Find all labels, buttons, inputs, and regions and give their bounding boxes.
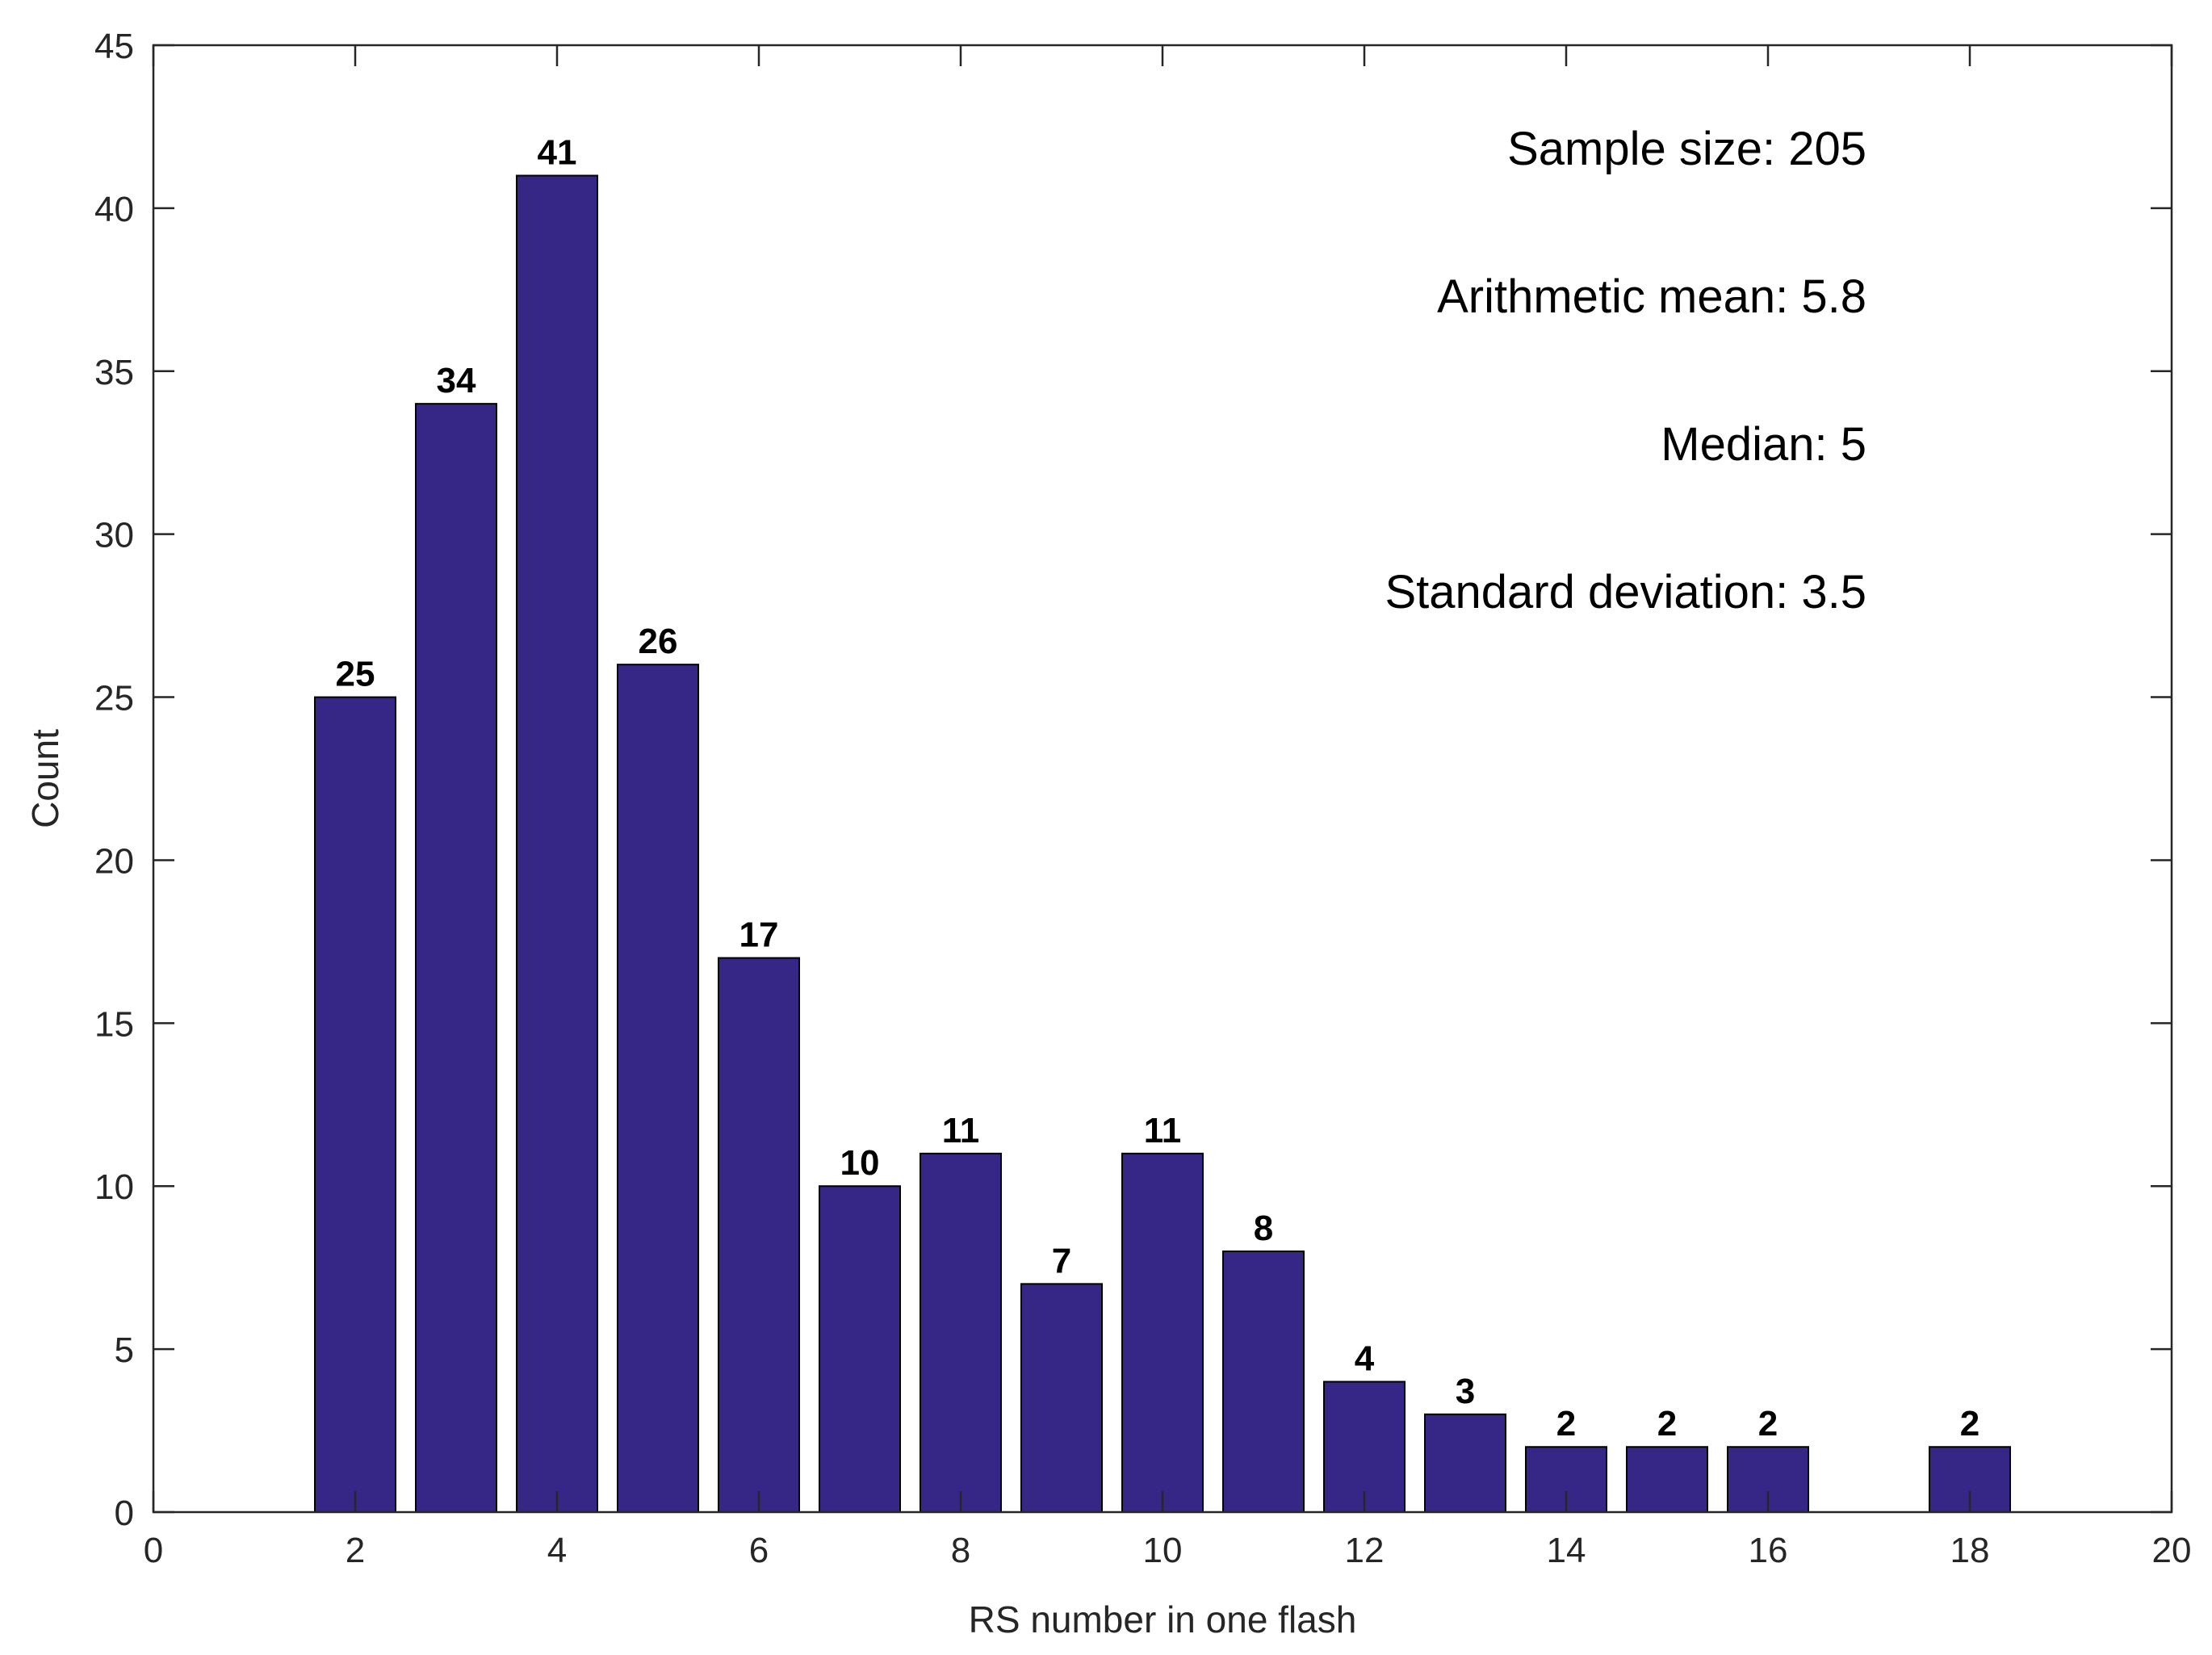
data-label-x12: 4 [1355, 1339, 1375, 1378]
x-tick-label: 12 [1345, 1531, 1385, 1570]
bar-x5 [617, 664, 699, 1514]
ticks-layer: 0 2 4 6 8 10 12 14 16 18 20 0 5 10 15 20 25 30 35 40 45 [94, 27, 2191, 1570]
data-label-x18: 2 [1960, 1404, 1979, 1443]
stat-annotation-4: Standard deviation: 3.5 [1385, 566, 1866, 618]
bar-x11 [1222, 1250, 1305, 1513]
data-label-x5: 26 [639, 622, 678, 661]
x-tick-label: 6 [749, 1531, 769, 1570]
y-tick-label: 20 [94, 841, 134, 881]
data-label-x7: 10 [840, 1143, 880, 1183]
data-label-x8: 11 [942, 1111, 980, 1150]
y-tick-label: 40 [94, 190, 134, 229]
bar-x12 [1323, 1381, 1406, 1513]
y-tick-label: 15 [94, 1004, 134, 1044]
x-tick-label: 18 [1950, 1531, 1990, 1570]
data-label-x11: 8 [1254, 1209, 1273, 1248]
bar-x13 [1424, 1413, 1506, 1514]
stat-annotation-1: Sample size: 205 [1507, 123, 1866, 175]
bars-layer [314, 174, 2011, 1514]
bar-x8 [920, 1152, 1002, 1514]
data-label-x10: 11 [1144, 1111, 1182, 1150]
y-tick-label: 35 [94, 353, 134, 392]
bar-x7 [819, 1185, 901, 1513]
stat-annotation-2: Arithmetic mean: 5.8 [1437, 270, 1866, 323]
bar-x2 [314, 696, 396, 1513]
data-label-x3: 34 [437, 361, 476, 400]
bar-x15 [1626, 1446, 1708, 1513]
data-label-x4: 41 [538, 133, 577, 173]
y-tick-label: 5 [115, 1330, 134, 1370]
y-tick-label: 0 [115, 1494, 134, 1533]
x-tick-label: 8 [951, 1531, 970, 1570]
x-tick-label: 2 [346, 1531, 365, 1570]
y-axis-title: Count [24, 729, 66, 828]
data-label-x13: 3 [1456, 1372, 1475, 1411]
x-tick-label: 10 [1143, 1531, 1183, 1570]
bar-x9 [1020, 1283, 1103, 1514]
data-label-x16: 2 [1758, 1404, 1778, 1443]
bar-x10 [1121, 1152, 1204, 1514]
bar-x3 [415, 403, 497, 1514]
x-axis-title: RS number in one flash [969, 1598, 1357, 1640]
x-tick-label: 4 [547, 1531, 567, 1570]
x-tick-label: 20 [2152, 1531, 2192, 1570]
x-tick-label: 14 [1547, 1531, 1586, 1570]
bar-x4 [516, 174, 598, 1513]
y-tick-label: 10 [94, 1167, 134, 1207]
data-label-x6: 17 [739, 915, 779, 955]
data-label-x15: 2 [1657, 1404, 1677, 1443]
y-tick-label: 45 [94, 27, 134, 66]
y-tick-label: 25 [94, 679, 134, 719]
x-tick-label: 0 [144, 1531, 163, 1570]
data-label-x9: 7 [1052, 1241, 1071, 1280]
y-tick-label: 30 [94, 516, 134, 555]
stat-annotation-3: Median: 5 [1661, 418, 1866, 471]
bar-x6 [718, 957, 800, 1513]
x-tick-label: 16 [1749, 1531, 1788, 1570]
data-labels-layer: 25 34 41 26 17 10 11 7 11 8 4 3 2 2 2 2 [336, 133, 1980, 1444]
stats-annotations: Sample size: 205 Arithmetic mean: 5.8 Medi… [1385, 123, 1866, 618]
data-label-x14: 2 [1556, 1404, 1576, 1443]
data-label-x2: 25 [336, 655, 375, 694]
